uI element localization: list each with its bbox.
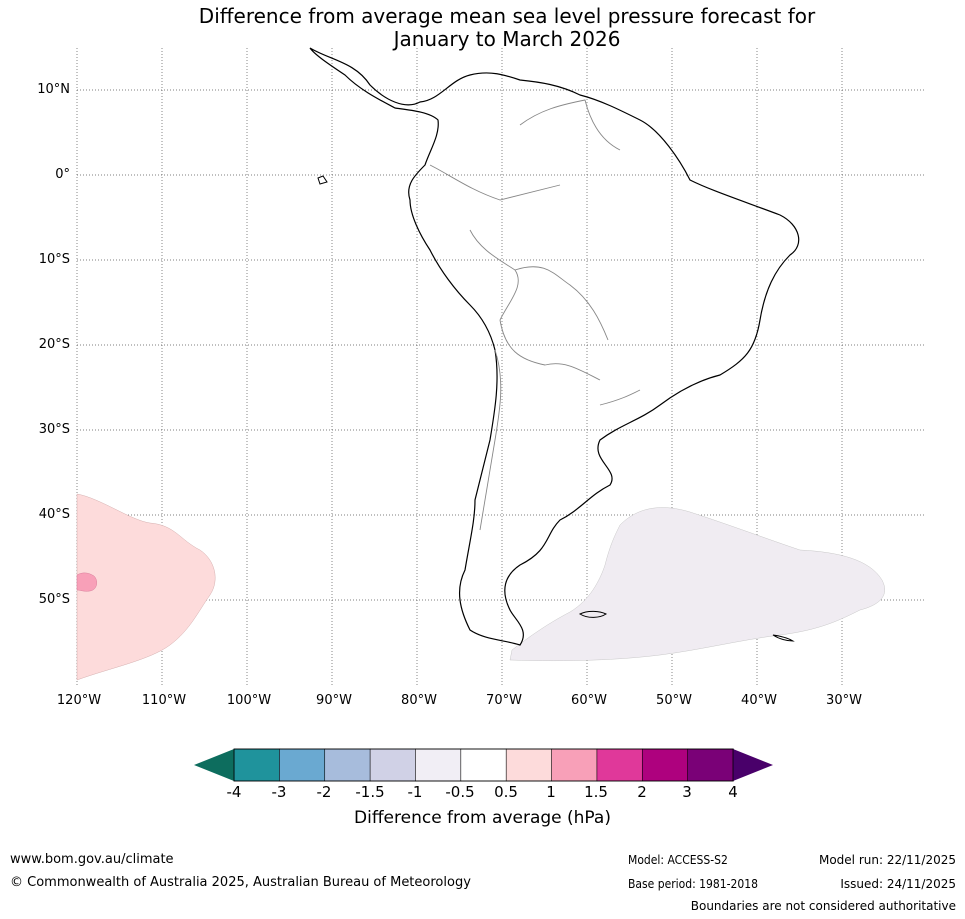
colorbar-segment-8	[551, 748, 598, 782]
lat-label-40s: 40°S	[38, 507, 70, 522]
lat-label-10n: 10°N	[37, 82, 70, 97]
galapagos-islands	[317, 175, 328, 185]
lon-label-30w: 30°W	[826, 693, 862, 708]
colorbar-tick-8: 1	[546, 783, 556, 801]
colorbar-segment-1	[233, 748, 281, 782]
colorbar-under-arrow	[194, 749, 234, 781]
colorbar-segment-3	[324, 748, 371, 782]
footer-base-period: Base period: 1981-2018	[628, 877, 759, 891]
chart-title-line-2: January to March 2026	[393, 27, 621, 51]
lon-label-80w: 80°W	[401, 693, 437, 708]
lat-label-20s: 20°S	[38, 337, 70, 352]
colorbar-tick-12: 4	[728, 783, 738, 801]
colorbar-segment-2	[279, 748, 326, 782]
colorbar-segment-9	[596, 748, 644, 782]
colorbar-tick-10: 2	[637, 783, 647, 801]
footer-model-run: Model run: 22/11/2025	[818, 853, 956, 867]
colorbar-outline	[233, 748, 734, 782]
colorbar-tick-4: -1.5	[355, 783, 385, 801]
colorbar-segment-7	[505, 748, 553, 782]
lat-label-10s: 10°S	[38, 252, 70, 267]
colorbar-segments	[233, 748, 734, 782]
colorbar-label: Difference from average (hPa)	[354, 808, 611, 828]
colorbar-segment-5	[415, 748, 462, 782]
lat-label-30s: 30°S	[38, 422, 70, 437]
colorbar-segment-10	[641, 748, 689, 782]
falkland-islands	[578, 610, 607, 618]
colorbar-tick-2: -3	[271, 783, 287, 801]
lon-label-70w: 70°W	[486, 693, 522, 708]
gridlines	[76, 48, 926, 685]
country-borders	[429, 99, 641, 531]
lat-label-50s: 50°S	[38, 592, 70, 607]
lon-label-100w: 100°W	[226, 693, 272, 708]
lon-label-90w: 90°W	[316, 693, 352, 708]
footer-copyright: © Commonwealth of Australia 2025, Austra…	[10, 875, 471, 890]
colorbar-tick-6: -0.5	[445, 783, 475, 801]
footer-url: www.bom.gov.au/climate	[10, 852, 174, 867]
colorbar-tick-5: -1	[407, 783, 423, 801]
anomaly-region-pacific-core	[76, 572, 97, 592]
chart-title-line-1: Difference from average mean sea level p…	[198, 4, 816, 28]
lon-label-40w: 40°W	[741, 693, 777, 708]
lat-label-0: 0°	[55, 167, 70, 182]
colorbar-segment-4	[369, 748, 417, 782]
footer-disclaimer: Boundaries are not considered authoritat…	[690, 899, 956, 913]
colorbar-tick-1: -4	[226, 783, 242, 801]
colorbar-over-arrow	[733, 749, 773, 781]
footer-model: Model: ACCESS-S2	[628, 853, 728, 867]
lon-label-110w: 110°W	[141, 693, 187, 708]
colorbar-segment-11	[687, 748, 734, 782]
colorbar-tick-9: 1.5	[584, 783, 608, 801]
south-america-coastline	[309, 47, 800, 646]
lon-label-120w: 120°W	[56, 693, 102, 708]
footer-issued: Issued: 24/11/2025	[840, 877, 956, 891]
colorbar-segment-6	[460, 748, 507, 782]
lon-label-60w: 60°W	[571, 693, 607, 708]
lon-label-50w: 50°W	[656, 693, 692, 708]
south-georgia-island	[772, 634, 795, 642]
colorbar-tick-7: 0.5	[494, 783, 518, 801]
colorbar-tick-3: -2	[316, 783, 332, 801]
anomaly-region-pacific-positive	[76, 493, 216, 681]
colorbar-tick-11: 3	[682, 783, 692, 801]
